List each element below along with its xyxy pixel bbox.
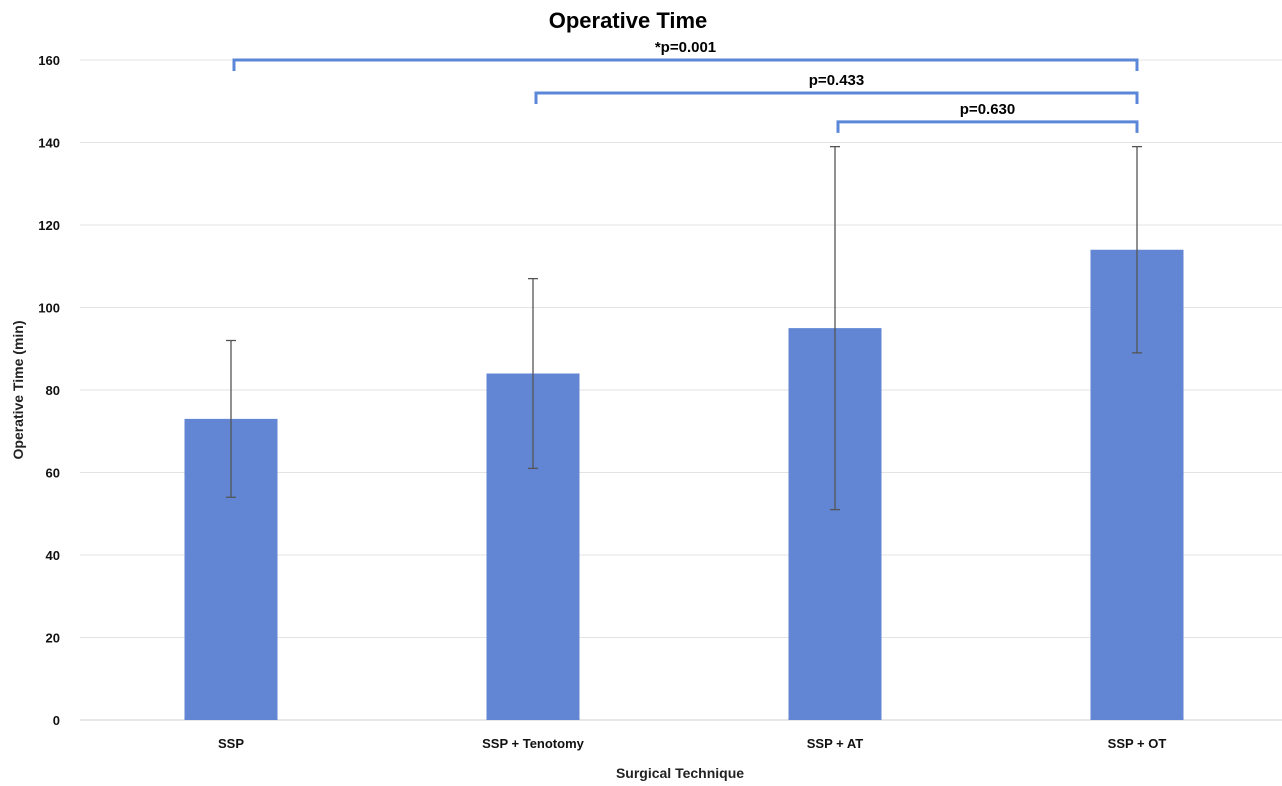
comparison-bracket-1: *p=0.001 <box>232 39 1139 71</box>
bracket-line <box>232 58 1139 71</box>
x-category-label-4: SSP + OT <box>1108 736 1167 751</box>
x-category-label-3: SSP + AT <box>807 736 864 751</box>
comparison-bracket-3: p=0.630 <box>836 101 1139 133</box>
chart-title: Operative Time <box>549 8 708 33</box>
y-tick-label-80: 80 <box>46 383 60 398</box>
x-category-label-1: SSP <box>218 736 244 751</box>
p-value-label: *p=0.001 <box>655 39 716 56</box>
p-value-label: p=0.630 <box>960 101 1015 118</box>
error-bars <box>226 145 1142 511</box>
y-tick-label-0: 0 <box>53 713 60 728</box>
y-axis-title: Operative Time (min) <box>10 320 26 459</box>
error-bar-4 <box>1132 145 1142 354</box>
y-tick-label-40: 40 <box>46 548 60 563</box>
y-tick-label-60: 60 <box>46 466 60 481</box>
y-tick-label-100: 100 <box>38 301 60 316</box>
bracket-line <box>836 120 1139 133</box>
p-value-label: p=0.433 <box>809 72 864 89</box>
error-bar-3 <box>830 145 840 511</box>
x-axis-categories: SSP SSP + Tenotomy SSP + AT SSP + OT <box>218 736 1166 751</box>
x-axis-title: Surgical Technique <box>616 765 744 781</box>
bracket-line <box>534 91 1139 104</box>
y-tick-label-140: 140 <box>38 136 60 151</box>
y-tick-label-160: 160 <box>38 53 60 68</box>
y-tick-label-20: 20 <box>46 631 60 646</box>
comparison-bracket-2: p=0.433 <box>534 72 1139 104</box>
error-bar-1 <box>226 339 236 498</box>
x-category-label-2: SSP + Tenotomy <box>482 736 585 751</box>
error-bar-2 <box>528 277 538 470</box>
y-axis-ticks: 0 20 40 60 80 100 120 140 160 <box>38 53 60 728</box>
y-tick-label-120: 120 <box>38 218 60 233</box>
bars <box>184 249 1184 720</box>
significance-brackets: *p=0.001 p=0.433 p=0.630 <box>232 39 1139 133</box>
